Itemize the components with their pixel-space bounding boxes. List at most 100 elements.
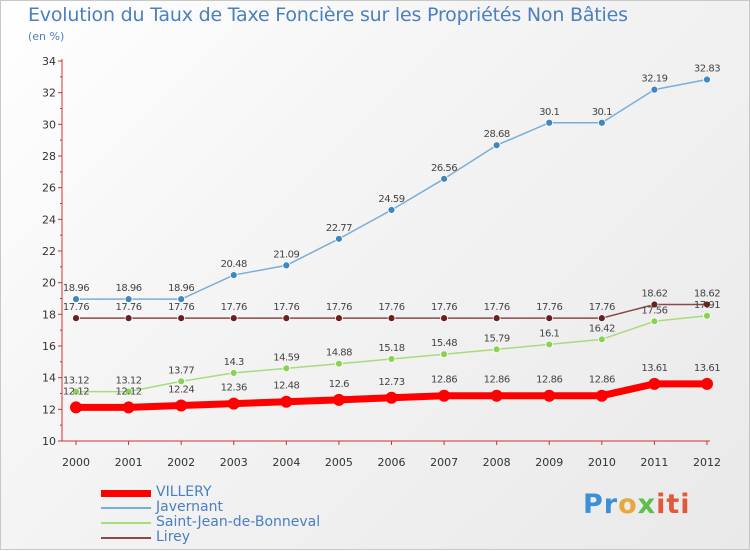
data-point bbox=[124, 387, 133, 396]
data-label: 12.86 bbox=[484, 375, 510, 386]
data-label: 13.61 bbox=[694, 363, 720, 374]
x-tick-label: 2009 bbox=[535, 456, 563, 469]
data-label: 20.48 bbox=[221, 259, 247, 270]
y-tick-label: 10 bbox=[42, 435, 56, 448]
x-tick-label: 2001 bbox=[115, 456, 143, 469]
legend-label: Saint-Jean-de-Bonneval bbox=[156, 514, 321, 530]
data-point bbox=[177, 295, 186, 304]
data-label: 17.76 bbox=[326, 302, 352, 313]
data-label: 18.96 bbox=[168, 283, 194, 294]
data-point bbox=[122, 401, 135, 414]
data-point bbox=[703, 311, 711, 320]
data-point bbox=[545, 340, 554, 349]
chart-unit-label: (en %) bbox=[28, 30, 65, 43]
data-point bbox=[492, 141, 501, 150]
data-label: 12.12 bbox=[63, 386, 89, 397]
data-label: 12.86 bbox=[431, 375, 457, 386]
logo-letter: iti bbox=[656, 489, 691, 520]
data-point bbox=[440, 314, 448, 323]
data-label: 21.09 bbox=[273, 249, 299, 260]
data-point bbox=[703, 75, 711, 84]
x-tick-label: 2008 bbox=[483, 456, 511, 469]
data-point bbox=[175, 399, 188, 412]
data-label: 13.77 bbox=[168, 365, 194, 376]
data-label: 17.91 bbox=[694, 300, 720, 311]
x-tick-label: 2006 bbox=[378, 456, 406, 469]
data-label: 32.19 bbox=[641, 74, 667, 85]
data-label: 12.73 bbox=[378, 377, 404, 388]
data-point bbox=[650, 317, 659, 326]
x-tick-label: 2007 bbox=[430, 456, 458, 469]
y-tick-label: 32 bbox=[42, 87, 56, 100]
data-label: 30.1 bbox=[592, 107, 612, 118]
data-point bbox=[387, 314, 396, 323]
data-label: 14.59 bbox=[273, 352, 299, 363]
data-point bbox=[124, 314, 133, 323]
y-tick-label: 16 bbox=[42, 340, 56, 353]
data-label: 17.76 bbox=[536, 302, 562, 313]
logo-letter: x bbox=[637, 489, 657, 520]
data-label: 28.68 bbox=[484, 129, 510, 140]
data-label: 17.76 bbox=[168, 302, 194, 313]
data-label: 16.42 bbox=[589, 323, 615, 334]
data-label: 18.96 bbox=[116, 283, 142, 294]
data-point bbox=[229, 314, 238, 323]
legend-swatch bbox=[101, 489, 151, 497]
data-point bbox=[177, 314, 186, 323]
y-tick-label: 26 bbox=[42, 182, 56, 195]
y-tick-label: 12 bbox=[42, 403, 56, 416]
legend-swatch bbox=[101, 537, 151, 539]
data-label: 16.1 bbox=[539, 328, 559, 339]
y-tick-label: 24 bbox=[42, 213, 56, 226]
y-tick-label: 18 bbox=[42, 308, 56, 321]
x-tick-label: 2010 bbox=[588, 456, 616, 469]
data-label: 18.62 bbox=[694, 289, 720, 300]
data-label: 12.36 bbox=[221, 383, 247, 394]
data-point bbox=[703, 300, 711, 309]
data-point bbox=[545, 118, 554, 127]
data-point bbox=[332, 393, 345, 406]
data-label: 17.76 bbox=[589, 302, 615, 313]
data-point bbox=[385, 391, 398, 404]
data-point bbox=[440, 174, 448, 183]
data-label: 24.59 bbox=[378, 194, 404, 205]
data-point bbox=[282, 364, 291, 373]
data-label: 32.83 bbox=[694, 64, 720, 75]
x-tick-label: 2002 bbox=[167, 456, 195, 469]
data-label: 15.79 bbox=[484, 333, 510, 344]
data-label: 12.24 bbox=[168, 385, 194, 396]
data-point bbox=[335, 359, 343, 368]
data-label: 17.76 bbox=[116, 302, 142, 313]
series-line-javernant bbox=[76, 78, 708, 300]
data-label: 17.76 bbox=[273, 302, 299, 313]
data-label: 12.12 bbox=[116, 386, 142, 397]
y-tick-label: 20 bbox=[42, 277, 56, 290]
proxiti-logo: Proxiti bbox=[583, 489, 691, 520]
legend-swatch bbox=[101, 507, 151, 509]
data-point bbox=[227, 397, 240, 410]
chart-title: Evolution du Taux de Taxe Foncière sur l… bbox=[28, 4, 628, 26]
data-point bbox=[492, 314, 501, 323]
data-point bbox=[70, 401, 82, 414]
data-point bbox=[438, 389, 451, 402]
data-label: 12.6 bbox=[329, 379, 349, 390]
data-label: 13.61 bbox=[641, 363, 667, 374]
data-point bbox=[597, 118, 606, 127]
data-point bbox=[440, 350, 448, 359]
data-point bbox=[490, 389, 503, 402]
legend-swatch bbox=[101, 522, 151, 524]
data-label: 13.12 bbox=[63, 376, 89, 387]
x-tick-label: 2005 bbox=[325, 456, 353, 469]
legend-label: Lirey bbox=[156, 529, 191, 545]
data-label: 17.76 bbox=[431, 302, 457, 313]
data-point bbox=[335, 234, 343, 243]
data-point bbox=[492, 345, 501, 354]
data-point bbox=[72, 295, 80, 304]
data-point bbox=[597, 335, 606, 344]
logo-letter: Pr bbox=[583, 489, 619, 520]
data-point bbox=[650, 300, 659, 309]
y-tick-label: 28 bbox=[42, 150, 56, 163]
x-tick-label: 2000 bbox=[62, 456, 90, 469]
